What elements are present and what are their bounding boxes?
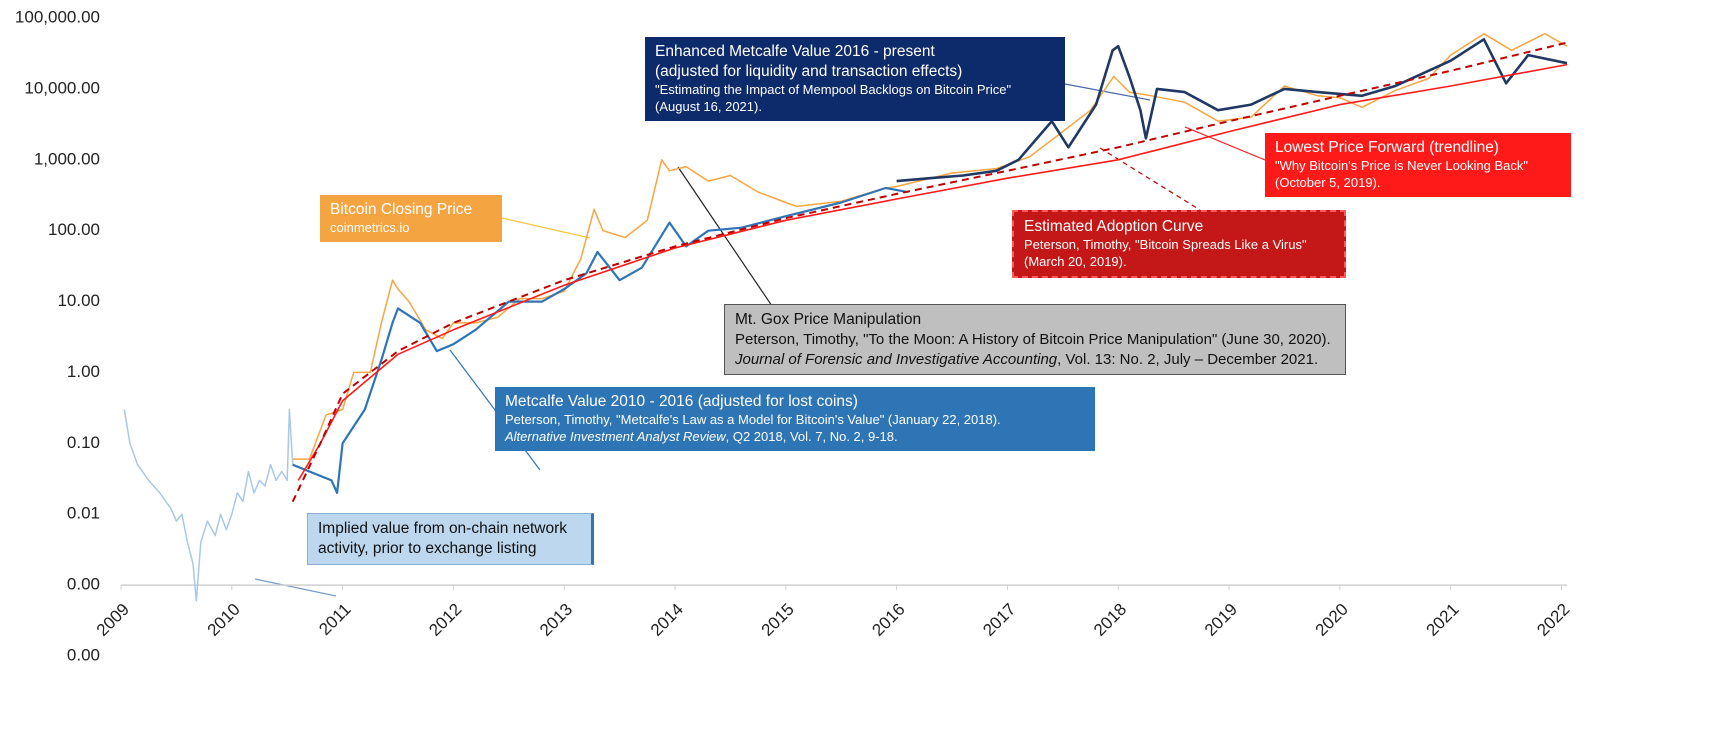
- annotation-box: Bitcoin Closing Price coinmetrics.io: [320, 195, 502, 243]
- y-tick-label: 1,000.00: [34, 149, 100, 168]
- x-tick-label: 2020: [1312, 600, 1352, 640]
- box-line: Implied value from on-chain network acti…: [318, 520, 567, 558]
- box-line: "Estimating the Impact of Mempool Backlo…: [655, 82, 1012, 98]
- connector: [501, 217, 591, 239]
- box-line: (August 16, 2021).: [655, 99, 762, 115]
- box-line: coinmetrics.io: [330, 220, 410, 236]
- y-tick-label: 0.10: [67, 433, 100, 452]
- box-line: "Why Bitcoin's Price is Never Looking Ba…: [1275, 158, 1529, 174]
- annotation-box: Estimated Adoption Curve Peterson, Timoth…: [1012, 210, 1346, 278]
- box-text: , Vol. 13: No. 2, July – December 2021.: [1057, 350, 1319, 368]
- series-line: [292, 32, 1568, 460]
- annotation-box: Lowest Price Forward (trendline) "Why Bit…: [1265, 133, 1571, 197]
- box-line: Peterson, Timothy, "Metcalfe's Law as a …: [505, 412, 1001, 428]
- x-tick-label: 2022: [1533, 600, 1573, 640]
- box-line: Enhanced Metcalfe Value 2016 - present: [655, 43, 935, 60]
- x-tick-label: 2012: [425, 600, 465, 640]
- series-line: [291, 41, 1568, 503]
- box-line: Mt. Gox Price Manipulation: [735, 311, 922, 328]
- y-tick-label: 0.01: [67, 504, 100, 523]
- x-tick-label: 2011: [315, 600, 354, 639]
- annotation-box: Metcalfe Value 2010 - 2016 (adjusted for…: [495, 387, 1095, 451]
- series-line: [123, 408, 294, 602]
- box-line: Peterson, Timothy, "To the Moon: A Histo…: [735, 331, 1331, 349]
- box-line: Journal of Forensic and Investigative Ac…: [735, 350, 1335, 370]
- x-tick-label: 2009: [93, 600, 133, 640]
- annotation-box: Implied value from on-chain network acti…: [307, 513, 594, 566]
- box-line: Alternative Investment Analyst Review, Q…: [505, 429, 1085, 446]
- series-line: [297, 63, 1568, 481]
- box-line: Estimated Adoption Curve: [1024, 218, 1204, 235]
- box-line: Metcalfe Value 2010 - 2016 (adjusted for…: [505, 393, 858, 410]
- x-tick-label: 2017: [979, 600, 1019, 640]
- box-text: , Q2 2018, Vol. 7, No. 2, 9-18.: [725, 429, 898, 445]
- x-tick-label: 2014: [647, 600, 687, 640]
- annotation-box: Enhanced Metcalfe Value 2016 - present (a…: [645, 37, 1065, 122]
- y-tick-label: 100.00: [48, 220, 100, 239]
- box-line: (October 5, 2019).: [1275, 175, 1381, 191]
- y-tick-label: 100,000.00: [15, 7, 100, 26]
- box-line: (March 20, 2019).: [1024, 254, 1127, 270]
- x-tick-label: 2019: [1201, 600, 1241, 640]
- connector: [1184, 126, 1266, 161]
- x-tick-label: 2016: [868, 600, 908, 640]
- box-line: (adjusted for liquidity and transaction …: [655, 63, 963, 81]
- box-line: Peterson, Timothy, "Bitcoin Spreads Like…: [1024, 237, 1307, 253]
- x-tick-label: 2015: [758, 600, 798, 640]
- connector: [1099, 147, 1201, 211]
- y-tick-label: 0.00: [67, 645, 100, 664]
- y-tick-label: 10,000.00: [24, 78, 100, 97]
- x-tick-label: 2013: [536, 600, 576, 640]
- y-tick-label: 10.00: [57, 291, 100, 310]
- y-tick-label: 0.00: [67, 575, 100, 594]
- x-tick-label: 2018: [1090, 600, 1130, 640]
- y-tick-label: 1.00: [67, 362, 100, 381]
- box-text: Alternative Investment Analyst Review: [505, 429, 726, 445]
- annotation-box: Mt. Gox Price Manipulation Peterson, Timo…: [724, 304, 1346, 376]
- x-tick-label: 2010: [204, 600, 244, 640]
- series-line: [896, 38, 1568, 183]
- box-line: Lowest Price Forward (trendline): [1275, 139, 1499, 156]
- x-tick-label: 2021: [1422, 600, 1462, 640]
- connector: [254, 578, 337, 597]
- box-line: Bitcoin Closing Price: [330, 201, 473, 218]
- box-text: Journal of Forensic and Investigative Ac…: [735, 350, 1058, 368]
